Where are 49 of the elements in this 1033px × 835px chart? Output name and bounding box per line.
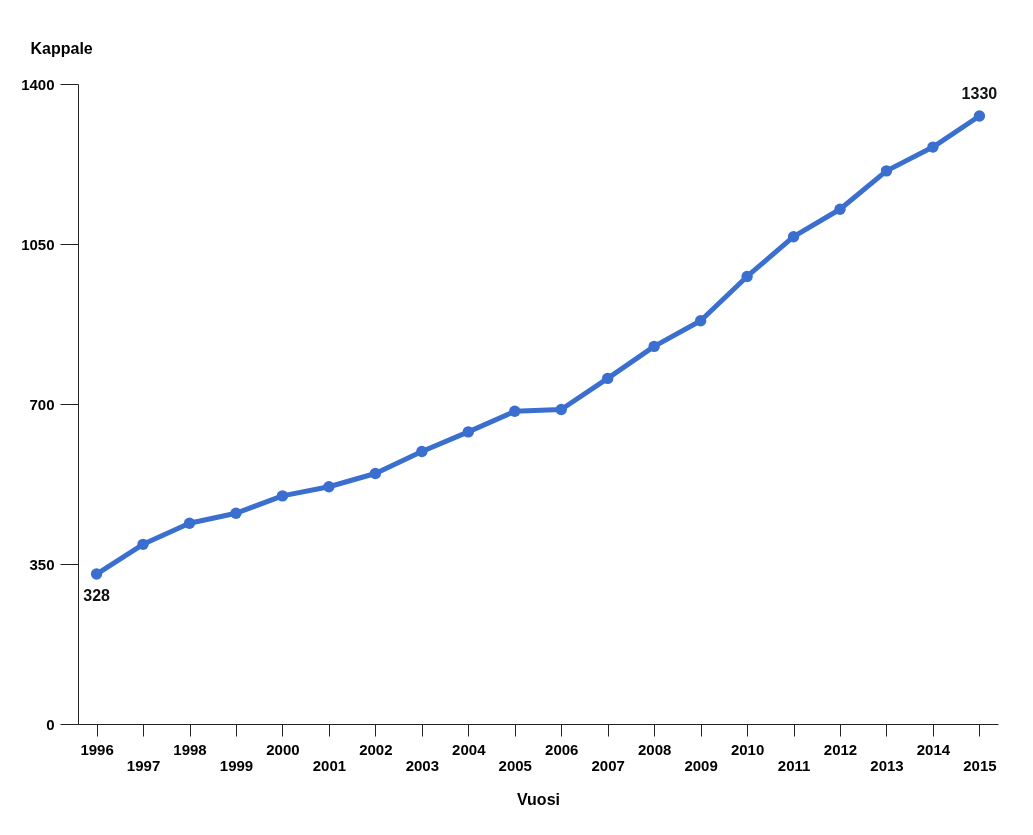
y-tick-label: 1050 (21, 235, 55, 253)
point (90, 568, 103, 580)
x-tick-label: 2008 (637, 740, 672, 758)
y-tick-label: 350 (29, 555, 55, 573)
data-label: 328 (83, 587, 111, 605)
point (276, 490, 289, 502)
x-tick-label: 2015 (963, 756, 997, 774)
x-tick-label: 2005 (498, 756, 532, 774)
x-tick-label: 2007 (591, 756, 625, 774)
point (973, 110, 986, 122)
y-tick-label: 1400 (21, 75, 55, 93)
point (323, 481, 335, 493)
x-tick-label: 2013 (870, 756, 904, 774)
point (183, 517, 196, 529)
point (787, 231, 800, 243)
y-tick-label: 0 (46, 715, 55, 733)
x-tick-label: 1997 (126, 756, 161, 774)
x-tick-label: 1999 (219, 756, 254, 774)
y-tick-label: 700 (29, 395, 55, 413)
x-tick-label: 2009 (684, 756, 718, 774)
x-tick-label: 2006 (545, 740, 579, 758)
y-axis-title: Kappale (30, 39, 93, 57)
x-tick-label: 2001 (312, 756, 347, 774)
x-tick-label: 2011 (777, 756, 811, 774)
x-tick-label: 1996 (80, 740, 114, 758)
point (741, 270, 753, 283)
point (834, 203, 846, 215)
x-tick-label: 2004 (452, 740, 487, 758)
x-tick-label: 2012 (823, 740, 858, 758)
point (880, 165, 893, 177)
point (694, 315, 707, 327)
point (602, 372, 614, 385)
x-tick-label: 2014 (916, 740, 951, 758)
point (555, 403, 567, 416)
x-tick-label: 2000 (266, 740, 300, 758)
x-axis-title: Vuosi (517, 790, 560, 808)
point (416, 445, 428, 458)
x-tick-label: 2002 (359, 740, 393, 758)
data-label: 1330 (961, 85, 998, 102)
point (137, 538, 149, 551)
point (462, 426, 474, 438)
point (927, 141, 939, 153)
x-tick-label: 2003 (405, 756, 440, 774)
point (230, 507, 242, 519)
point (509, 405, 521, 417)
x-tick-label: 2010 (730, 740, 765, 758)
x-tick-label: 1998 (173, 740, 207, 758)
point (648, 340, 660, 353)
point (369, 467, 382, 480)
